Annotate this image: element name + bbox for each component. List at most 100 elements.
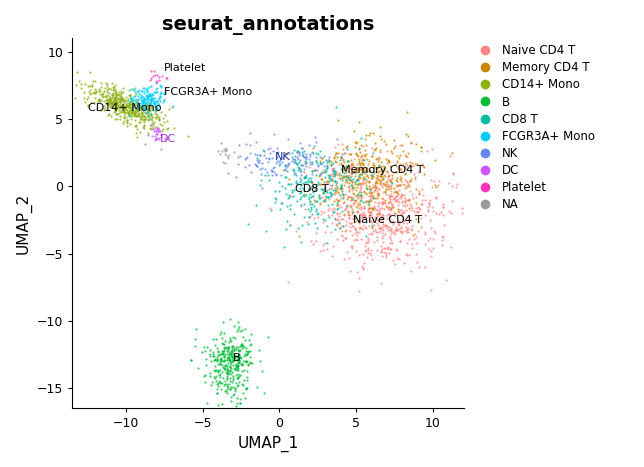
Point — [106, 103, 116, 111]
Point — [303, 213, 314, 221]
Point — [374, 227, 384, 234]
Point — [355, 159, 365, 166]
Point — [129, 109, 140, 116]
Point — [370, 145, 380, 153]
Point — [377, 179, 388, 186]
Point — [343, 212, 354, 219]
Point — [321, 177, 332, 184]
Point — [364, 157, 374, 165]
Point — [139, 121, 149, 129]
Point — [403, 225, 413, 232]
Point — [402, 228, 412, 235]
Point — [142, 105, 152, 113]
Point — [107, 103, 117, 111]
Point — [403, 132, 413, 139]
Point — [138, 84, 149, 92]
Point — [240, 163, 251, 170]
Point — [370, 181, 380, 189]
Point — [289, 146, 299, 153]
Point — [285, 221, 295, 229]
Point — [153, 99, 163, 107]
Point — [212, 353, 222, 361]
Point — [122, 118, 132, 126]
Point — [225, 359, 236, 366]
Point — [315, 194, 325, 202]
Point — [437, 232, 448, 239]
Point — [145, 91, 155, 99]
Point — [330, 187, 341, 195]
Point — [235, 152, 245, 160]
Point — [141, 98, 151, 106]
Point — [133, 105, 144, 112]
Point — [322, 158, 332, 165]
Point — [343, 157, 353, 164]
Point — [122, 108, 133, 115]
Point — [369, 163, 379, 171]
Point — [402, 228, 413, 235]
Point — [319, 228, 330, 236]
Point — [147, 125, 158, 132]
Point — [213, 356, 223, 364]
Point — [337, 162, 347, 169]
Point — [357, 193, 367, 200]
Point — [348, 236, 359, 244]
Point — [225, 358, 235, 365]
Point — [353, 177, 363, 184]
Point — [242, 357, 252, 365]
Point — [350, 178, 360, 186]
Point — [399, 208, 410, 215]
Point — [413, 207, 423, 215]
Point — [300, 173, 310, 181]
Point — [273, 148, 283, 156]
Point — [115, 94, 125, 101]
Point — [283, 181, 293, 188]
Point — [108, 83, 118, 91]
Point — [395, 237, 406, 245]
Point — [196, 348, 207, 355]
Point — [84, 82, 95, 89]
Point — [156, 82, 167, 90]
Point — [265, 204, 275, 212]
Point — [370, 175, 381, 182]
Point — [83, 93, 93, 100]
Point — [234, 399, 245, 407]
Point — [346, 219, 356, 226]
Point — [377, 229, 387, 236]
Point — [403, 196, 413, 203]
Point — [228, 355, 238, 362]
Point — [374, 185, 384, 192]
Point — [368, 172, 378, 180]
Point — [126, 109, 136, 117]
Point — [358, 265, 368, 273]
Point — [372, 187, 383, 195]
Point — [336, 174, 346, 182]
Point — [292, 161, 303, 168]
Point — [139, 119, 149, 126]
Point — [303, 176, 313, 184]
Point — [367, 175, 377, 182]
Point — [111, 99, 121, 106]
Point — [327, 211, 337, 219]
Point — [226, 364, 236, 371]
Point — [300, 173, 310, 181]
Point — [383, 176, 393, 183]
Point — [388, 136, 399, 143]
Point — [228, 391, 238, 399]
Point — [227, 347, 237, 354]
Point — [319, 216, 330, 223]
Point — [140, 115, 150, 123]
Point — [387, 174, 397, 181]
Point — [149, 94, 160, 102]
Point — [386, 203, 397, 211]
Point — [311, 171, 321, 178]
Point — [389, 184, 399, 191]
Point — [288, 155, 298, 163]
Point — [154, 76, 164, 84]
Point — [352, 203, 362, 210]
Point — [357, 156, 367, 163]
Point — [272, 157, 282, 165]
Point — [314, 180, 325, 188]
Point — [381, 203, 392, 210]
Point — [213, 368, 223, 376]
Point — [289, 186, 299, 194]
